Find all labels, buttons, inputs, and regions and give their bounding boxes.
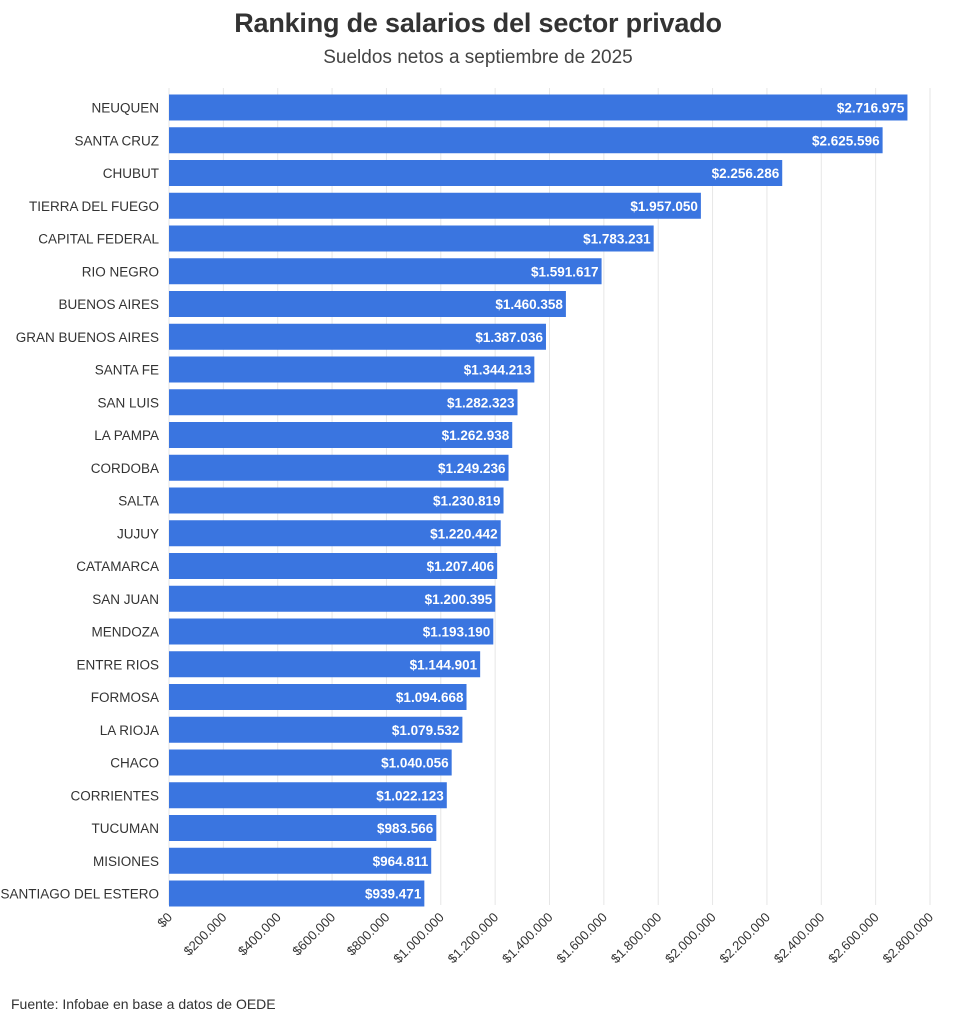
value-label: $1.207.406 [427, 559, 495, 574]
category-label: CORRIENTES [70, 788, 159, 803]
category-label: FORMOSA [91, 690, 159, 705]
value-label: $1.783.231 [583, 232, 651, 247]
x-tick-label: $600.000 [289, 910, 338, 959]
category-label: LA PAMPA [94, 428, 159, 443]
bar [169, 487, 504, 514]
value-label: $1.079.532 [392, 723, 460, 738]
value-label: $2.716.975 [837, 101, 905, 116]
category-label: SAN JUAN [92, 592, 159, 607]
bar [169, 422, 513, 448]
category-label: CATAMARCA [76, 559, 159, 574]
bar [169, 880, 425, 907]
value-label: $983.566 [377, 821, 434, 836]
x-tick-label: $1.000.000 [390, 910, 447, 967]
x-tick-label: $1.400.000 [499, 910, 556, 967]
category-label: NEUQUEN [91, 101, 159, 116]
bar [169, 225, 654, 252]
value-label: $939.471 [365, 887, 422, 902]
category-label: MENDOZA [92, 625, 160, 640]
category-label: TIERRA DEL FUEGO [29, 199, 159, 214]
value-label: $1.460.358 [495, 297, 563, 312]
x-tick-label: $2.200.000 [716, 910, 773, 967]
chart-subtitle: Sueldos netos a septiembre de 2025 [323, 47, 633, 68]
value-label: $1.200.395 [425, 592, 493, 607]
x-tick-label: $1.200.000 [445, 910, 502, 967]
value-label: $1.022.123 [376, 788, 444, 803]
value-label: $1.262.938 [442, 428, 510, 443]
value-label: $964.811 [373, 854, 429, 869]
category-label: JUJUY [117, 526, 159, 541]
x-axis-ticks: $0 $200.000 $400.000 $600.000 $800.000$1.000… [154, 910, 936, 967]
value-label: $1.957.050 [630, 199, 698, 214]
x-tick-label: $2.000.000 [662, 910, 719, 967]
chart-title: Ranking de salarios del sector privado [234, 8, 722, 38]
bar [169, 782, 447, 809]
bar [169, 618, 494, 645]
value-label: $1.387.036 [475, 330, 543, 345]
bar [169, 553, 498, 579]
category-label: SANTA FE [95, 363, 159, 378]
source-note: Fuente: Infobae en base a datos de OEDE [11, 996, 276, 1012]
value-label: $2.625.596 [812, 133, 880, 148]
value-label: $2.256.286 [712, 166, 780, 181]
bar [169, 160, 783, 186]
bar [169, 847, 432, 874]
category-label: CHUBUT [103, 166, 159, 181]
category-label: CORDOBA [91, 461, 159, 476]
x-tick-label: $2.600.000 [825, 910, 882, 967]
bar [169, 749, 452, 776]
bar [169, 585, 496, 612]
bar [169, 520, 501, 547]
value-label: $1.220.442 [430, 526, 498, 541]
bar [169, 323, 546, 350]
category-label: SANTA CRUZ [74, 133, 159, 148]
x-tick-label: $1.600.000 [553, 910, 610, 967]
category-label: RIO NEGRO [82, 264, 159, 279]
category-label: SALTA [118, 494, 159, 509]
bar [169, 258, 602, 285]
bar-chart: NEUQUEN SANTA CRUZ CHUBUT TIERRA DEL FUEGO C… [0, 88, 936, 967]
category-label: GRAN BUENOS AIRES [16, 330, 159, 345]
value-labels: $2.716.975 $2.625.596 $2.256.286 $1.957.050… [365, 101, 905, 902]
bar [169, 454, 509, 481]
value-label: $1.344.213 [464, 363, 532, 378]
bars [169, 94, 908, 907]
category-label: MISIONES [93, 854, 159, 869]
value-label: $1.094.668 [396, 690, 464, 705]
x-tick-label: $800.000 [344, 910, 393, 959]
category-label: ENTRE RIOS [76, 657, 159, 672]
category-label: BUENOS AIRES [58, 297, 159, 312]
x-tick-label: $2.800.000 [879, 910, 936, 967]
bar [169, 94, 908, 121]
category-label: CHACO [110, 756, 159, 771]
value-label: $1.591.617 [531, 264, 599, 279]
x-tick-label: $2.400.000 [771, 910, 828, 967]
value-label: $1.040.056 [381, 756, 449, 771]
value-label: $1.282.323 [447, 395, 515, 410]
category-label: TUCUMAN [92, 821, 160, 836]
x-tick-label: $0 [154, 910, 175, 931]
x-tick-label: $1.800.000 [608, 910, 665, 967]
bar [169, 356, 535, 383]
category-label: CAPITAL FEDERAL [38, 232, 159, 247]
bar [169, 716, 463, 743]
bar [169, 815, 437, 841]
category-labels: NEUQUEN SANTA CRUZ CHUBUT TIERRA DEL FUEGO C… [0, 101, 159, 902]
category-label: LA RIOJA [100, 723, 159, 738]
value-label: $1.144.901 [410, 657, 478, 672]
value-label: $1.249.236 [438, 461, 506, 476]
bar [169, 651, 481, 678]
bar [169, 389, 518, 416]
category-label: SANTIAGO DEL ESTERO [0, 887, 159, 902]
x-tick-label: $400.000 [235, 910, 284, 959]
x-tick-label: $200.000 [181, 910, 230, 959]
bar [169, 127, 883, 154]
bar [169, 192, 701, 219]
bar [169, 291, 566, 317]
bar [169, 684, 467, 710]
value-label: $1.193.190 [423, 625, 491, 640]
category-label: SAN LUIS [97, 395, 159, 410]
value-label: $1.230.819 [433, 494, 501, 509]
